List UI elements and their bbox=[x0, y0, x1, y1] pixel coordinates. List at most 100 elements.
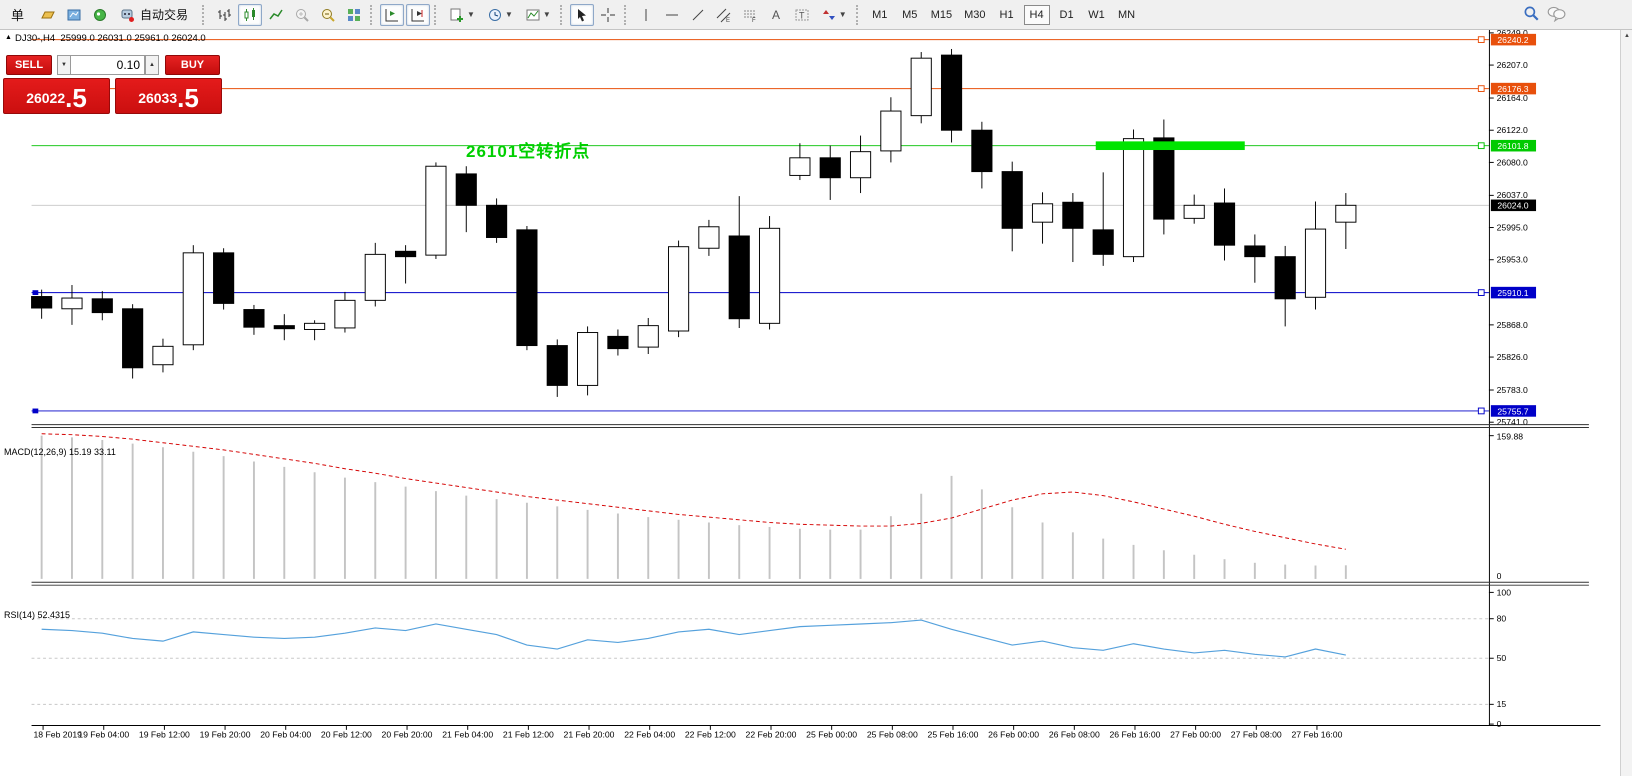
volume-increase-button[interactable]: ▲ bbox=[145, 55, 159, 75]
horizontal-line-button[interactable] bbox=[660, 4, 684, 26]
timeframe-h4[interactable]: H4 bbox=[1023, 4, 1050, 25]
svg-text:A: A bbox=[772, 8, 780, 22]
volume-decrease-button[interactable]: ▼ bbox=[57, 55, 71, 75]
buy-price-display[interactable]: 26033.5 bbox=[115, 78, 222, 114]
timeframe-mn[interactable]: MN bbox=[1117, 8, 1136, 21]
shift-end-icon bbox=[385, 8, 399, 21]
news-icon[interactable] bbox=[88, 4, 112, 26]
volume-input[interactable] bbox=[71, 55, 145, 75]
svg-text:26240.2: 26240.2 bbox=[1497, 35, 1528, 45]
profiles-icon bbox=[67, 9, 81, 20]
book-icon[interactable] bbox=[36, 4, 60, 26]
text-label-button[interactable]: T bbox=[790, 4, 814, 26]
timeframe-d1[interactable]: D1 bbox=[1059, 8, 1074, 21]
svg-text:20 Feb 04:00: 20 Feb 04:00 bbox=[260, 730, 311, 740]
toolbar-grip bbox=[623, 4, 630, 25]
svg-text:T: T bbox=[799, 10, 805, 20]
auto-scroll-icon bbox=[411, 8, 425, 21]
svg-text:25868.0: 25868.0 bbox=[1497, 320, 1528, 330]
svg-text:25953.0: 25953.0 bbox=[1497, 255, 1528, 265]
buy-button[interactable]: BUY bbox=[165, 55, 220, 75]
svg-text:18 Feb 2019: 18 Feb 2019 bbox=[33, 730, 82, 740]
shift-end-button[interactable] bbox=[380, 3, 405, 26]
tile-windows-button[interactable] bbox=[342, 4, 366, 26]
svg-text:19 Feb 20:00: 19 Feb 20:00 bbox=[200, 730, 251, 740]
equidistant-channel-button[interactable]: E bbox=[712, 4, 736, 26]
svg-text:26164.0: 26164.0 bbox=[1497, 93, 1528, 103]
candlestick-chart-button[interactable] bbox=[238, 3, 263, 26]
timeframe-m5[interactable]: M5 bbox=[902, 8, 918, 21]
crosshair-button[interactable] bbox=[596, 4, 620, 26]
svg-text:22 Feb 12:00: 22 Feb 12:00 bbox=[685, 730, 736, 740]
autotrading-button[interactable]: 自动交易 bbox=[114, 4, 198, 26]
svg-text:26207.0: 26207.0 bbox=[1497, 60, 1528, 70]
zoom-in-button[interactable] bbox=[290, 4, 314, 26]
periods-button[interactable]: ▼ bbox=[482, 4, 518, 26]
rsi-label: RSI(14) 52.4315 bbox=[4, 610, 71, 620]
svg-text:25755.7: 25755.7 bbox=[1497, 406, 1528, 416]
text-tool-button[interactable]: A bbox=[764, 4, 788, 26]
book-icon bbox=[41, 11, 55, 18]
svg-text:21 Feb 12:00: 21 Feb 12:00 bbox=[503, 730, 554, 740]
timeframe-m30[interactable]: M30 bbox=[964, 8, 986, 21]
vertical-line-button[interactable] bbox=[634, 4, 658, 26]
svg-text:0: 0 bbox=[1497, 571, 1502, 581]
fibonacci-button[interactable]: F bbox=[738, 4, 762, 26]
ohlc-collapse-arrow[interactable]: ▲ bbox=[5, 34, 12, 41]
chart-annotation[interactable]: 26101空转折点 bbox=[466, 142, 591, 161]
svg-text:100: 100 bbox=[1497, 587, 1512, 597]
svg-text:26101.8: 26101.8 bbox=[1497, 141, 1528, 151]
auto-scroll-button[interactable] bbox=[406, 3, 431, 26]
svg-text:26024.0: 26024.0 bbox=[1497, 201, 1528, 211]
svg-text:22 Feb 04:00: 22 Feb 04:00 bbox=[624, 730, 675, 740]
svg-text:22 Feb 20:00: 22 Feb 20:00 bbox=[746, 730, 797, 740]
vertical-scrollbar[interactable]: ▲ bbox=[1620, 30, 1632, 776]
trendline-button[interactable] bbox=[686, 4, 710, 26]
toolbar-grip bbox=[559, 4, 566, 25]
spinner-down-icon: ▼ bbox=[61, 62, 67, 68]
profiles-icon[interactable] bbox=[62, 4, 86, 26]
vertical-line-icon bbox=[645, 8, 647, 21]
spinner-up-icon: ▲ bbox=[149, 62, 155, 68]
timefram-m1[interactable]: M1 bbox=[872, 8, 888, 21]
svg-text:25826.0: 25826.0 bbox=[1497, 352, 1528, 362]
indicators-button[interactable]: ▼ bbox=[520, 4, 556, 26]
chart-canvas[interactable]: 26249.026207.026164.026122.026080.026037… bbox=[0, 30, 1632, 776]
cursor-button[interactable] bbox=[569, 3, 594, 26]
svg-text:159.88: 159.88 bbox=[1497, 432, 1524, 442]
new-order-button[interactable]: 单 bbox=[1, 4, 34, 26]
svg-text:21 Feb 20:00: 21 Feb 20:00 bbox=[564, 730, 615, 740]
templates-button[interactable]: ▼ bbox=[444, 4, 480, 26]
timeframe-m15[interactable]: M15 bbox=[930, 8, 953, 21]
timeframe-h1[interactable]: H1 bbox=[999, 8, 1014, 21]
timeframe-w1[interactable]: W1 bbox=[1088, 8, 1105, 21]
horizontal-line-icon bbox=[665, 14, 678, 15]
tile-windows-icon bbox=[348, 8, 361, 21]
search-button[interactable] bbox=[1522, 4, 1540, 22]
sell-price-display[interactable]: 26022.5 bbox=[3, 78, 110, 114]
text-tool-icon: A bbox=[772, 8, 780, 22]
chat-button[interactable] bbox=[1546, 4, 1566, 22]
toolbar-grip bbox=[202, 4, 208, 25]
line-chart-button[interactable] bbox=[264, 4, 288, 26]
svg-text:27 Feb 08:00: 27 Feb 08:00 bbox=[1231, 730, 1282, 740]
zoom-out-button[interactable] bbox=[316, 4, 340, 26]
sell-price-int: 26022 bbox=[26, 90, 66, 106]
svg-text:25783.0: 25783.0 bbox=[1497, 385, 1528, 395]
dropdown-caret-icon: ▼ bbox=[542, 10, 551, 19]
zoom-out-icon bbox=[322, 8, 335, 22]
templates-icon bbox=[450, 8, 464, 22]
bar-chart-button[interactable] bbox=[212, 4, 236, 26]
svg-text:25 Feb 00:00: 25 Feb 00:00 bbox=[806, 730, 857, 740]
svg-text:80: 80 bbox=[1497, 614, 1507, 624]
equidistant-channel-icon: E bbox=[716, 8, 731, 23]
svg-text:26 Feb 00:00: 26 Feb 00:00 bbox=[988, 730, 1039, 740]
scroll-up-icon[interactable]: ▲ bbox=[1624, 33, 1630, 39]
sell-button[interactable]: SELL bbox=[6, 55, 52, 75]
svg-text:27 Feb 16:00: 27 Feb 16:00 bbox=[1291, 730, 1342, 740]
arrows-button[interactable]: ▼ bbox=[816, 4, 852, 26]
autotrading-robot-icon bbox=[121, 9, 135, 22]
svg-text:25 Feb 16:00: 25 Feb 16:00 bbox=[928, 730, 979, 740]
svg-text:E: E bbox=[726, 18, 730, 23]
